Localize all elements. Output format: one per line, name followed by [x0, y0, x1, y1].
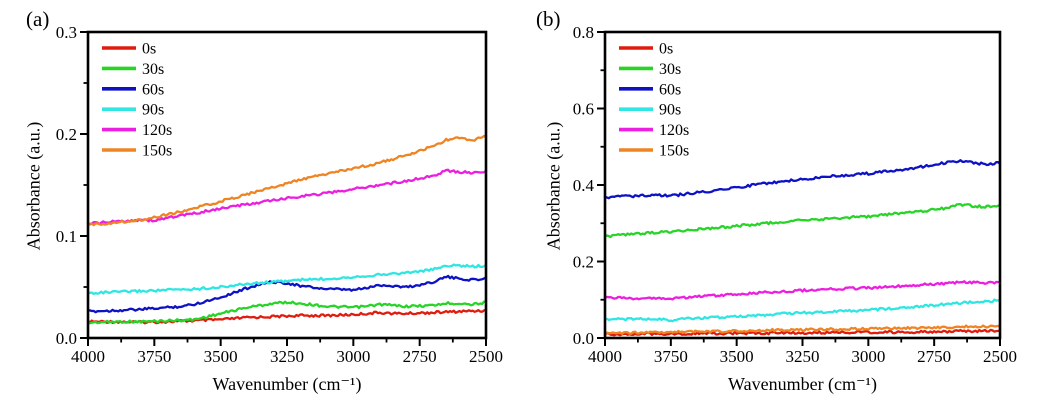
plot-area-b: 4000 3750 3500 3250 3000 2750 2500 0.0 0.2 0.4 0.6…	[573, 23, 1017, 366]
legend-label-0s: 0s	[142, 41, 156, 58]
x-tick-label: 4000	[71, 347, 105, 366]
y-tick-label: 0.6	[573, 100, 594, 119]
plot-area-a: 4000 3750 3500 3250 3000 2750 2500 0.0 0.1 0.2 0.3…	[56, 23, 503, 366]
y-tick-label: 0.3	[56, 23, 77, 42]
legend-label-30s: 30s	[142, 61, 164, 78]
legend-label-120s: 120s	[659, 122, 689, 139]
series-line-150s	[603, 324, 1002, 336]
panel-b: (b) Absorbance (a.u.) 4000 3750 3500 3250 30…	[523, 0, 1046, 419]
plot-frame	[86, 30, 488, 340]
panel-a: (a) Absorbance (a.u.) 4000 3750 3500 3250 30…	[24, 7, 504, 395]
legend-label-120s: 120s	[142, 122, 172, 139]
panel-a-label: (a)	[26, 7, 50, 31]
series-line-90s	[603, 298, 1002, 323]
x-tick-label: 2750	[403, 347, 437, 366]
x-tick-label: 3750	[137, 347, 171, 366]
x-tick-label: 3500	[720, 347, 754, 366]
plot-frame	[603, 30, 1002, 340]
y-tick-label: 0.2	[56, 125, 77, 144]
series-line-120s	[603, 280, 1002, 301]
series-line-120s	[86, 168, 488, 226]
x-tick-label: 2750	[917, 347, 951, 366]
legend-label-150s: 150s	[142, 143, 172, 160]
x-tick-label: 3000	[336, 347, 370, 366]
legend-label-0s: 0s	[659, 41, 673, 58]
x-tick-label: 3750	[654, 347, 688, 366]
x-tick-label: 3250	[270, 347, 304, 366]
x-tick-label: 2500	[469, 347, 503, 366]
series-line-30s	[86, 300, 488, 325]
y-tick-label: 0.4	[573, 176, 595, 195]
x-tick-label: 3000	[851, 347, 885, 366]
x-tick-label: 2500	[983, 347, 1017, 366]
legend-label-60s: 60s	[142, 81, 164, 98]
series-line-90s	[86, 263, 488, 296]
x-axis-title-b: Wavenumber (cm⁻¹)	[728, 374, 877, 394]
legend-label-60s: 60s	[659, 81, 681, 98]
x-tick-label: 4000	[588, 347, 622, 366]
x-tick-label: 3250	[786, 347, 820, 366]
series-line-60s	[603, 159, 1002, 200]
legend-label-150s: 150s	[659, 143, 689, 160]
panel-b-label: (b)	[536, 7, 561, 31]
series-line-150s	[86, 134, 488, 227]
x-tick-label: 3500	[204, 347, 238, 366]
series-line-0s	[603, 328, 1002, 337]
y-tick-label: 0.8	[573, 23, 594, 42]
series-line-60s	[86, 274, 488, 314]
series-line-0s	[86, 308, 488, 325]
y-tick-label: 0.1	[56, 227, 77, 246]
y-tick-label: 0.2	[573, 253, 594, 272]
series-line-30s	[603, 202, 1002, 239]
x-axis-title-a: Wavenumber (cm⁻¹)	[212, 374, 362, 394]
legend-label-90s: 90s	[659, 102, 681, 119]
y-tick-label: 0.0	[56, 329, 77, 348]
y-tick-label: 0.0	[573, 329, 594, 348]
legend-label-30s: 30s	[659, 61, 681, 78]
legend-label-90s: 90s	[142, 102, 164, 119]
